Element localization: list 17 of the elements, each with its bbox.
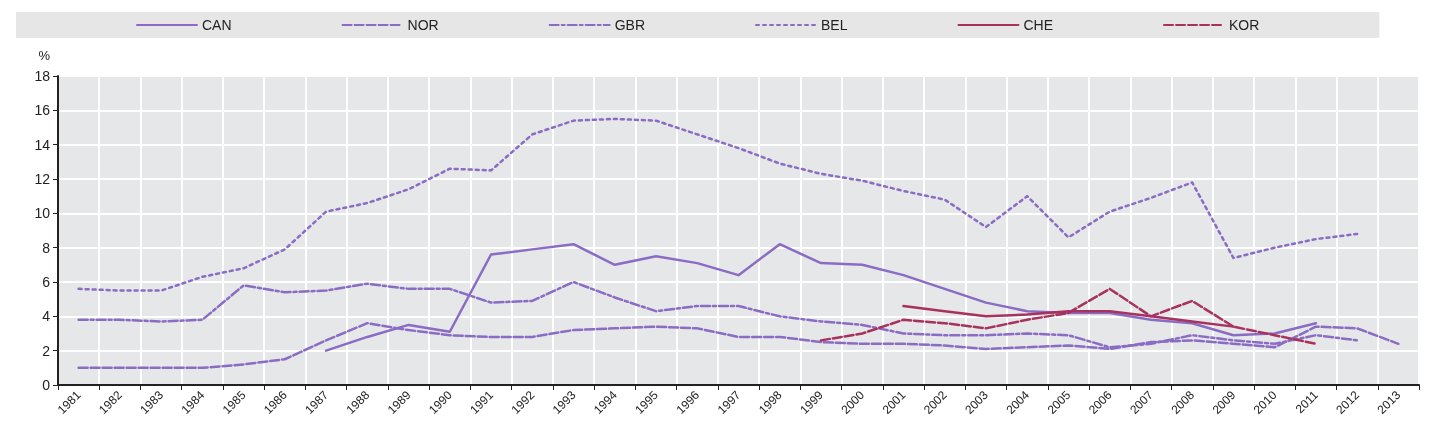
y-axis-title: % — [38, 48, 51, 63]
y-tick-label: 2 — [42, 342, 51, 359]
y-tick-label: 14 — [34, 136, 51, 153]
legend-label: KOR — [1229, 17, 1260, 33]
legend-label: GBR — [614, 17, 646, 33]
legend-label: CHE — [1023, 17, 1054, 33]
y-tick-label: 16 — [34, 102, 51, 119]
y-tick-label: 6 — [42, 274, 51, 290]
legend-label: CAN — [202, 17, 232, 33]
legend-label: NOR — [407, 17, 439, 33]
y-tick-label: 0 — [42, 377, 51, 393]
y-tick-label: 10 — [34, 205, 51, 222]
legend-label: BEL — [821, 17, 848, 33]
y-tick-label: 4 — [42, 308, 51, 325]
y-tick-label: 18 — [34, 68, 51, 84]
y-tick-label: 8 — [42, 239, 51, 256]
y-tick-label: 12 — [34, 171, 51, 187]
